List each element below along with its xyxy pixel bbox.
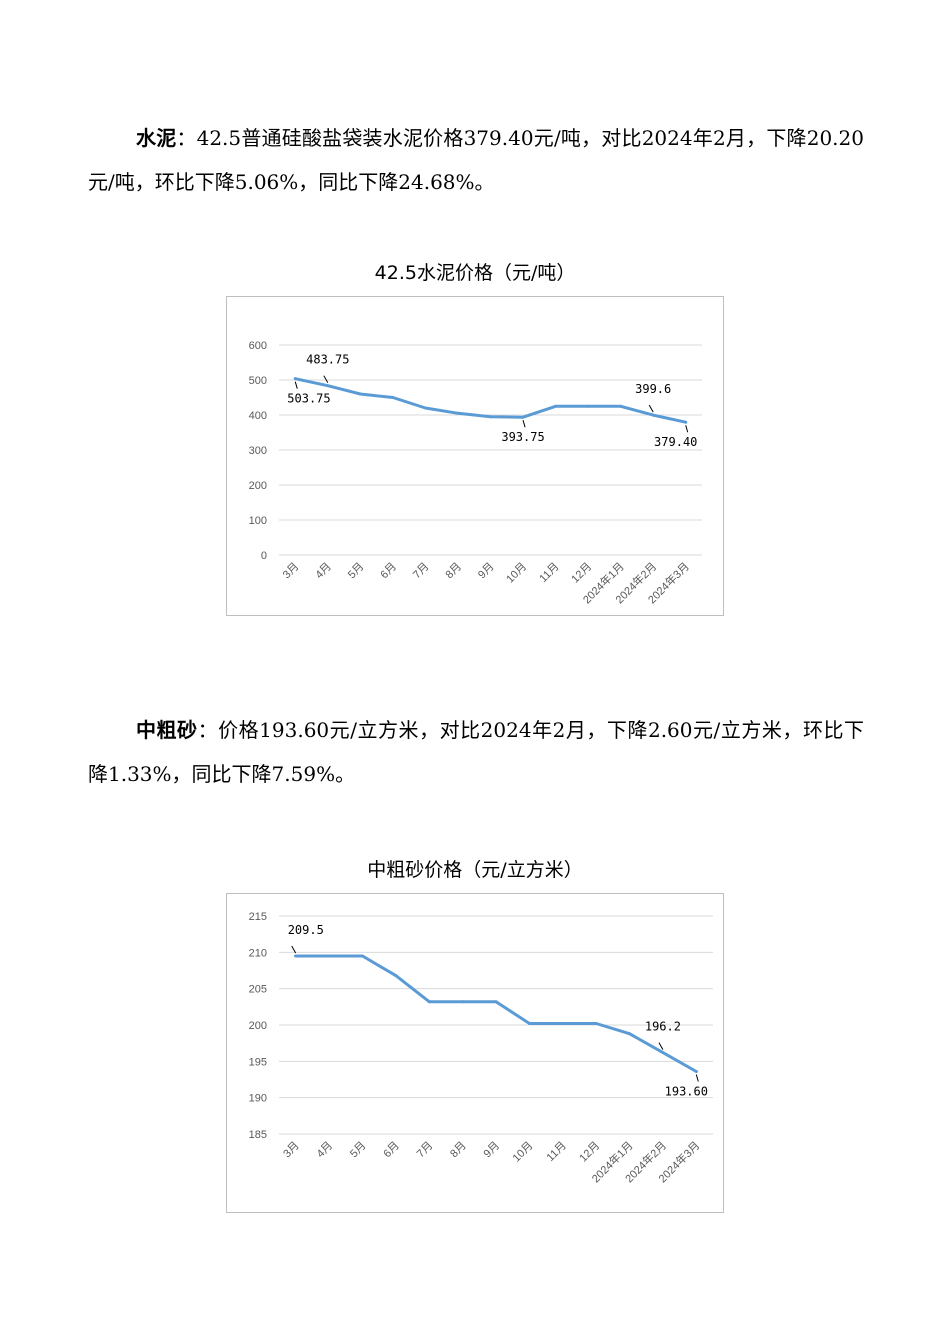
data-label-leader — [522, 420, 526, 428]
data-point — [394, 974, 398, 978]
x-tick-label: 6月 — [378, 561, 399, 582]
x-tick-label: 12月 — [569, 561, 594, 586]
x-tick-label: 7月 — [415, 1140, 436, 1161]
data-label: 196.2 — [645, 1020, 681, 1034]
x-tick-label: 4月 — [315, 1140, 336, 1161]
data-label-leader — [685, 425, 689, 433]
data-label-leader — [648, 404, 654, 413]
data-label-leader — [291, 945, 297, 954]
x-tick-label: 3月 — [281, 1140, 302, 1161]
x-tick-label: 11月 — [537, 561, 561, 585]
data-point — [527, 1022, 531, 1026]
y-tick-label: 600 — [249, 340, 267, 352]
y-tick-label: 500 — [249, 375, 267, 387]
data-point — [327, 954, 331, 958]
data-point — [423, 406, 427, 410]
data-point — [427, 1000, 431, 1004]
x-tick-label: 10月 — [504, 561, 529, 586]
data-point — [521, 415, 525, 419]
cement-chart: 0 100 200 300 400 500 600 3月 4月 5月 6月 7月 8月 9月 10月 11月 1… — [226, 296, 724, 616]
data-point — [360, 954, 364, 958]
y-tick-label: 100 — [249, 515, 267, 527]
cement-chart-svg: 0 100 200 300 400 500 600 3月 4月 5月 6月 7月 8月 9月 10月 11月 1… — [249, 340, 702, 606]
x-tick-label: 8月 — [448, 1140, 469, 1161]
data-point — [391, 396, 395, 399]
x-tick-label: 5月 — [348, 1140, 369, 1161]
data-point — [293, 377, 297, 381]
series-line — [294, 954, 698, 1073]
sand-chart-svg: 185 190 195 200 205 210 215 3月 4月 5月 6月 7月 8月 9月 10月 11… — [249, 911, 713, 1185]
data-point — [628, 1032, 632, 1036]
x-tick-label: 6月 — [381, 1140, 402, 1161]
x-tick-label: 10月 — [511, 1140, 536, 1165]
data-point — [326, 384, 330, 388]
data-label: 483.75 — [306, 353, 349, 367]
data-label: 393.75 — [501, 430, 544, 444]
y-tick-label: 300 — [249, 445, 267, 457]
data-point — [594, 1022, 598, 1026]
y-tick-label: 205 — [249, 984, 267, 996]
data-point — [694, 1070, 698, 1074]
sand-lead: 中粗砂 — [136, 718, 198, 742]
cement-paragraph: 水泥：42.5普通硅酸盐袋装水泥价格379.40元/吨，对比2024年2月，下降… — [88, 116, 864, 204]
x-tick-label: 9月 — [482, 1140, 503, 1161]
x-tick-label: 7月 — [411, 561, 432, 582]
data-label-leader — [658, 1042, 664, 1050]
y-tick-label: 195 — [249, 1056, 267, 1068]
data-point — [461, 1000, 465, 1004]
data-point — [651, 413, 655, 417]
x-tick-label: 3月 — [281, 561, 302, 582]
data-label: 399.6 — [635, 382, 671, 396]
y-tick-label: 200 — [249, 480, 267, 492]
y-tick-label: 400 — [249, 410, 267, 422]
cement-lead: 水泥 — [136, 126, 177, 150]
data-point — [494, 1000, 498, 1004]
data-label: 209.5 — [288, 923, 324, 937]
data-point — [294, 954, 298, 958]
y-tick-label: 210 — [249, 947, 267, 959]
data-point — [456, 411, 460, 415]
data-label-leader — [323, 375, 329, 383]
x-tick-label: 11月 — [545, 1140, 569, 1164]
x-tick-label: 5月 — [346, 561, 367, 582]
y-tick-label: 200 — [249, 1020, 267, 1032]
data-point — [619, 404, 623, 408]
data-point — [489, 415, 492, 419]
sand-chart: 185 190 195 200 205 210 215 3月 4月 5月 6月 7月 8月 9月 10月 11… — [226, 893, 724, 1213]
data-label-leader — [695, 1074, 699, 1082]
data-point — [661, 1051, 665, 1055]
sand-chart-title: 中粗砂价格（元/立方米） — [367, 859, 583, 881]
data-point — [684, 420, 688, 424]
data-label-leader — [294, 381, 298, 389]
data-label: 503.75 — [287, 392, 330, 406]
data-label: 193.60 — [665, 1085, 708, 1099]
data-point — [561, 1022, 565, 1026]
data-point — [586, 404, 590, 408]
cement-chart-title: 42.5水泥价格（元/吨） — [374, 262, 576, 284]
data-point — [358, 392, 362, 396]
sand-text: ：价格193.60元/立方米，对比2024年2月，下降2.60元/立方米，环比下… — [88, 718, 864, 786]
data-point — [554, 404, 558, 408]
y-tick-label: 185 — [249, 1129, 267, 1141]
x-tick-label: 4月 — [313, 561, 334, 582]
y-tick-label: 190 — [249, 1093, 267, 1105]
sand-paragraph: 中粗砂：价格193.60元/立方米，对比2024年2月，下降2.60元/立方米，… — [88, 708, 864, 796]
cement-text: ：42.5普通硅酸盐袋装水泥价格379.40元/吨，对比2024年2月，下降20… — [88, 126, 864, 194]
data-label: 379.40 — [654, 435, 697, 449]
x-tick-label: 9月 — [476, 561, 497, 582]
x-tick-label: 12月 — [577, 1140, 602, 1165]
y-tick-label: 0 — [261, 550, 267, 562]
y-tick-label: 215 — [249, 911, 267, 923]
x-tick-label: 8月 — [443, 561, 464, 582]
